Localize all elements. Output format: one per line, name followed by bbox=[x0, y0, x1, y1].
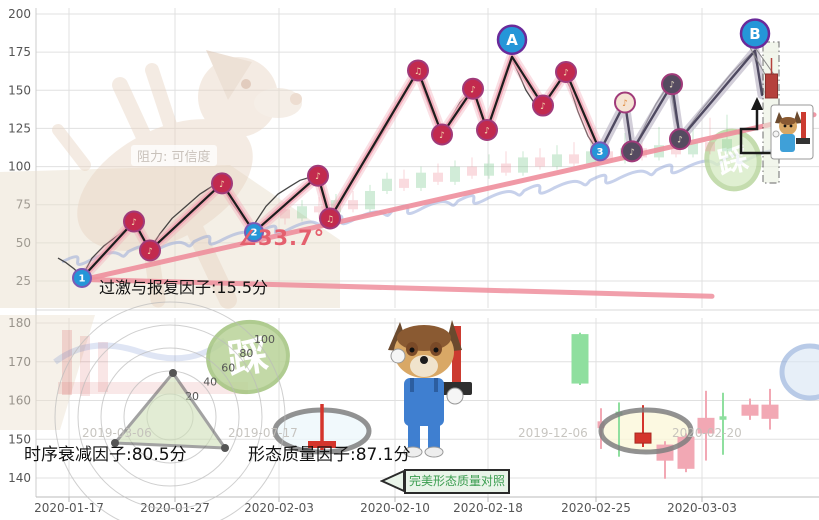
note-pivot-marker[interactable]: ♪ bbox=[307, 164, 329, 187]
note-pivot-marker[interactable]: ♫ bbox=[407, 59, 429, 82]
svg-text:♪: ♪ bbox=[147, 247, 153, 257]
up-arrow-icon bbox=[751, 97, 763, 110]
major-point-B-marker[interactable]: B bbox=[739, 18, 771, 49]
svg-text:170: 170 bbox=[8, 355, 31, 369]
svg-text:175: 175 bbox=[8, 45, 31, 59]
note-pivot-marker[interactable]: ♪ bbox=[621, 140, 643, 163]
svg-text:♪: ♪ bbox=[439, 131, 445, 141]
bottom-candles-panel bbox=[272, 332, 779, 479]
dog-watermark-icon bbox=[52, 50, 302, 309]
callout-left-arrow-icon bbox=[380, 469, 405, 493]
major-point-A-marker[interactable]: A bbox=[496, 24, 528, 55]
svg-text:♪: ♪ bbox=[219, 180, 225, 190]
svg-text:150: 150 bbox=[8, 432, 31, 446]
trendline[interactable] bbox=[81, 112, 817, 299]
svg-text:♪: ♪ bbox=[677, 136, 683, 146]
svg-text:2: 2 bbox=[251, 228, 258, 239]
stamp-icon: 踩 bbox=[206, 319, 290, 395]
pattern-highlight-ellipse[interactable] bbox=[598, 407, 694, 455]
stamp-icon: 踩 bbox=[704, 128, 762, 192]
svg-text:2020-02-03: 2020-02-03 bbox=[244, 501, 314, 515]
svg-text:2020-02-25: 2020-02-25 bbox=[561, 501, 631, 515]
hand-drawn-support-line bbox=[61, 149, 790, 266]
svg-text:180: 180 bbox=[8, 316, 31, 330]
svg-text:1: 1 bbox=[79, 273, 86, 284]
svg-text:踩: 踩 bbox=[225, 332, 271, 383]
svg-text:3: 3 bbox=[597, 147, 604, 158]
note-pivot-marker[interactable]: ♪ bbox=[614, 91, 636, 114]
mascot-dog-icon bbox=[388, 320, 472, 458]
svg-text:140: 140 bbox=[8, 471, 31, 485]
svg-text:♪: ♪ bbox=[669, 81, 675, 91]
note-pivot-marker[interactable]: ♪ bbox=[476, 118, 498, 141]
svg-text:100: 100 bbox=[254, 333, 275, 346]
note-pivot-marker[interactable]: ♪ bbox=[661, 73, 683, 96]
background-candles bbox=[280, 114, 732, 225]
numbered-pivot-marker[interactable]: 3 bbox=[590, 141, 610, 162]
svg-text:125: 125 bbox=[8, 121, 31, 135]
svg-text:2020-01-17: 2020-01-17 bbox=[34, 501, 104, 515]
svg-text:2020-01-27: 2020-01-27 bbox=[140, 501, 210, 515]
svg-text:100: 100 bbox=[8, 160, 31, 174]
svg-text:♪: ♪ bbox=[622, 99, 628, 109]
svg-text:♪: ♪ bbox=[563, 68, 569, 78]
svg-text:200: 200 bbox=[8, 7, 31, 21]
svg-text:♪: ♪ bbox=[629, 148, 635, 158]
perfect-pattern-callout[interactable]: 完美形态质量对照 bbox=[404, 469, 510, 494]
note-pivot-marker[interactable]: ♪ bbox=[431, 123, 453, 146]
stamp-icon bbox=[779, 343, 819, 401]
svg-text:80: 80 bbox=[239, 347, 253, 360]
svg-text:♫: ♫ bbox=[414, 67, 422, 77]
note-pivot-marker[interactable]: ♪ bbox=[532, 94, 554, 117]
svg-text:2020-02-18: 2020-02-18 bbox=[453, 501, 523, 515]
svg-text:150: 150 bbox=[8, 83, 31, 97]
numbered-pivot-marker[interactable]: 1 bbox=[72, 267, 92, 288]
svg-text:♪: ♪ bbox=[484, 126, 490, 136]
svg-text:60: 60 bbox=[221, 361, 235, 374]
mini-dog-card-icon bbox=[770, 104, 814, 160]
note-pivot-marker[interactable]: ♪ bbox=[462, 77, 484, 100]
numbered-pivot-marker[interactable]: 2 bbox=[244, 222, 264, 243]
note-pivot-marker[interactable]: ♪ bbox=[123, 210, 145, 233]
note-pivot-marker[interactable]: ♪ bbox=[555, 60, 577, 83]
pivot-markers[interactable]: 1 ♪ ♪ ♪ 2 ♪ ♫ ♫ ♪ ♪ ♪ A ♪ ♪ 3 ♪ ♪ ♪ ♪ B bbox=[72, 18, 771, 288]
svg-text:♪: ♪ bbox=[131, 218, 137, 228]
svg-text:♫: ♫ bbox=[326, 215, 334, 225]
svg-text:B: B bbox=[749, 25, 760, 43]
svg-text:A: A bbox=[506, 31, 518, 49]
svg-text:160: 160 bbox=[8, 394, 31, 408]
svg-text:40: 40 bbox=[203, 376, 217, 389]
svg-text:踩: 踩 bbox=[715, 141, 752, 181]
note-pivot-marker[interactable]: ♫ bbox=[319, 207, 341, 230]
note-pivot-marker[interactable]: ♪ bbox=[211, 172, 233, 195]
svg-text:♪: ♪ bbox=[315, 172, 321, 182]
svg-text:♪: ♪ bbox=[470, 85, 476, 95]
note-pivot-marker[interactable]: ♪ bbox=[669, 128, 691, 151]
note-pivot-marker[interactable]: ♪ bbox=[139, 239, 161, 262]
svg-text:2020-02-10: 2020-02-10 bbox=[360, 501, 430, 515]
svg-text:2020-03-03: 2020-03-03 bbox=[667, 501, 737, 515]
svg-text:♪: ♪ bbox=[540, 102, 546, 112]
